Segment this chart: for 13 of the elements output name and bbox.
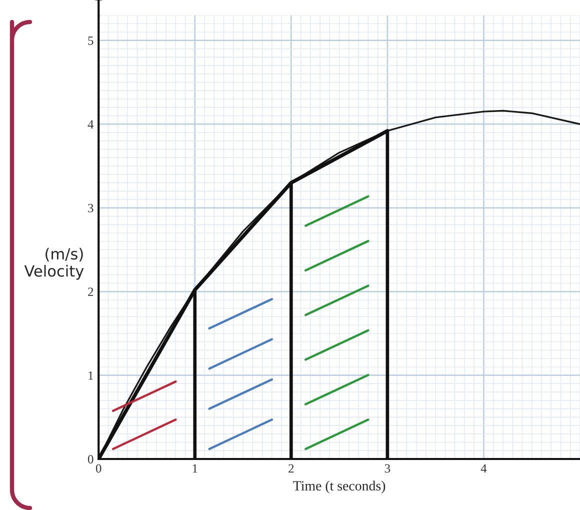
y-tick-label: 0 bbox=[88, 455, 94, 464]
x-tick-label: 0 bbox=[96, 464, 102, 473]
x-tick-label: 4 bbox=[480, 464, 487, 473]
y-tick-label: 3 bbox=[88, 204, 94, 212]
x-tick-label: 1 bbox=[192, 464, 198, 473]
y-tick-label: 5 bbox=[88, 36, 94, 45]
x-tick-label: 2 bbox=[288, 464, 294, 473]
x-tick-label: 3 bbox=[384, 464, 390, 473]
x-axis-title: Time (t seconds) bbox=[293, 480, 386, 494]
y-tick-label: 1 bbox=[88, 371, 93, 380]
y-tick-label: 2 bbox=[88, 288, 94, 296]
y-tick-label: 4 bbox=[88, 120, 94, 128]
y-axis-title: (m/s) Velocity bbox=[24, 248, 84, 280]
